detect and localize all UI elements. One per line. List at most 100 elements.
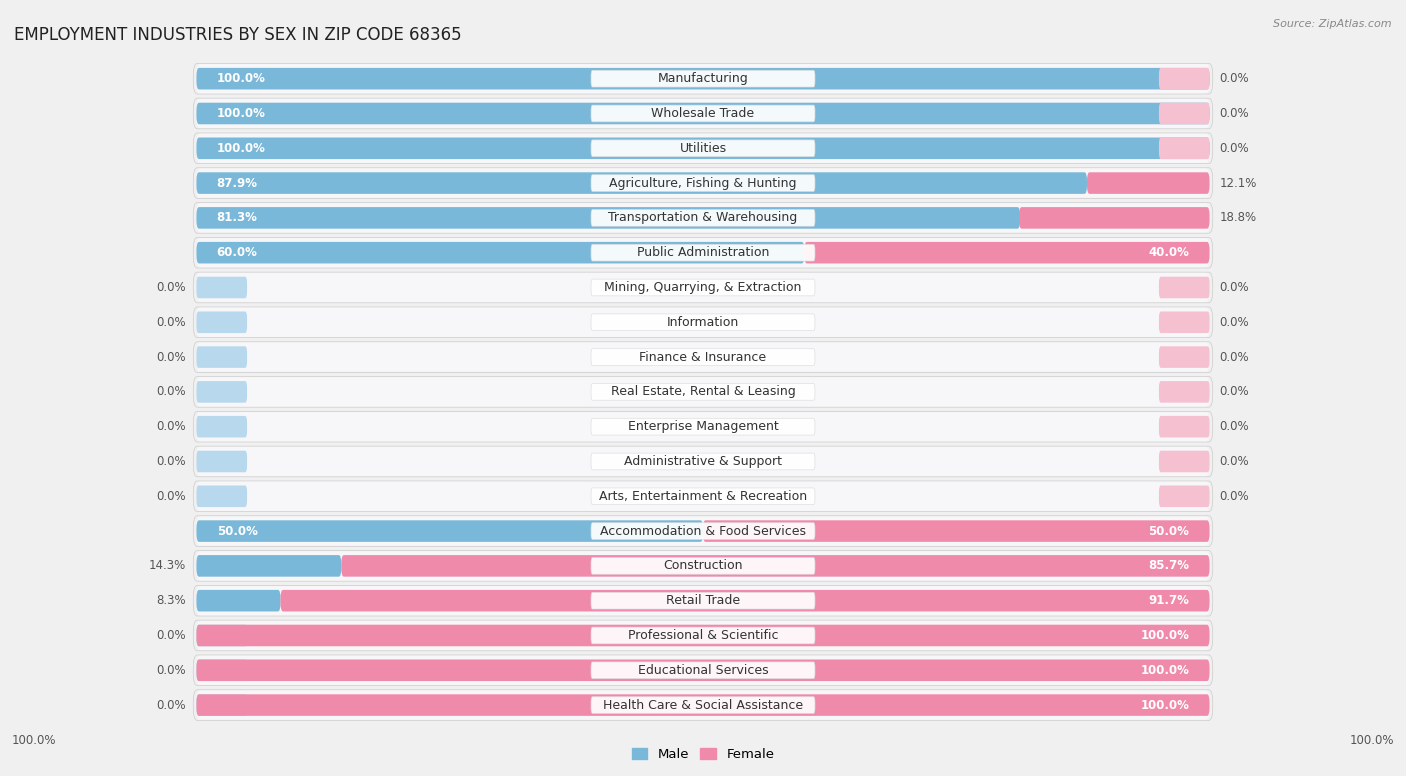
Text: 0.0%: 0.0% xyxy=(156,281,186,294)
Text: 14.3%: 14.3% xyxy=(149,559,186,573)
Text: 0.0%: 0.0% xyxy=(156,420,186,433)
FancyBboxPatch shape xyxy=(1159,486,1209,507)
Text: 0.0%: 0.0% xyxy=(156,386,186,398)
FancyBboxPatch shape xyxy=(197,555,342,577)
FancyBboxPatch shape xyxy=(197,660,247,681)
FancyBboxPatch shape xyxy=(197,520,703,542)
Text: Source: ZipAtlas.com: Source: ZipAtlas.com xyxy=(1274,19,1392,29)
FancyBboxPatch shape xyxy=(197,311,247,333)
Text: 18.8%: 18.8% xyxy=(1220,211,1257,224)
Text: 8.3%: 8.3% xyxy=(156,594,186,607)
FancyBboxPatch shape xyxy=(591,210,815,227)
FancyBboxPatch shape xyxy=(591,453,815,469)
FancyBboxPatch shape xyxy=(1159,68,1209,89)
Text: 100.0%: 100.0% xyxy=(217,72,266,85)
Text: 100.0%: 100.0% xyxy=(1140,663,1189,677)
Text: 40.0%: 40.0% xyxy=(1149,246,1189,259)
FancyBboxPatch shape xyxy=(197,621,1209,650)
Text: 12.1%: 12.1% xyxy=(1220,177,1257,189)
FancyBboxPatch shape xyxy=(197,412,1209,442)
Text: 0.0%: 0.0% xyxy=(156,455,186,468)
FancyBboxPatch shape xyxy=(197,68,1209,89)
Text: 0.0%: 0.0% xyxy=(1220,490,1250,503)
FancyBboxPatch shape xyxy=(1159,381,1209,403)
FancyBboxPatch shape xyxy=(197,590,281,611)
FancyBboxPatch shape xyxy=(197,99,1209,128)
FancyBboxPatch shape xyxy=(591,383,815,400)
FancyBboxPatch shape xyxy=(591,557,815,574)
FancyBboxPatch shape xyxy=(197,482,1209,511)
FancyBboxPatch shape xyxy=(1159,102,1209,124)
FancyBboxPatch shape xyxy=(591,71,815,87)
Text: 50.0%: 50.0% xyxy=(1149,525,1189,538)
Text: Finance & Insurance: Finance & Insurance xyxy=(640,351,766,364)
Text: 0.0%: 0.0% xyxy=(156,490,186,503)
Legend: Male, Female: Male, Female xyxy=(626,743,780,767)
FancyBboxPatch shape xyxy=(591,697,815,713)
Text: Health Care & Social Assistance: Health Care & Social Assistance xyxy=(603,698,803,712)
FancyBboxPatch shape xyxy=(197,695,247,716)
FancyBboxPatch shape xyxy=(591,662,815,679)
Text: 0.0%: 0.0% xyxy=(1220,386,1250,398)
FancyBboxPatch shape xyxy=(197,207,1021,229)
FancyBboxPatch shape xyxy=(197,695,1209,716)
FancyBboxPatch shape xyxy=(591,488,815,504)
FancyBboxPatch shape xyxy=(197,203,1209,233)
Text: Enterprise Management: Enterprise Management xyxy=(627,420,779,433)
FancyBboxPatch shape xyxy=(1159,416,1209,438)
FancyBboxPatch shape xyxy=(197,102,1209,124)
Text: 100.0%: 100.0% xyxy=(1140,698,1189,712)
Text: 100.0%: 100.0% xyxy=(217,107,266,120)
FancyBboxPatch shape xyxy=(591,140,815,157)
Text: Information: Information xyxy=(666,316,740,329)
FancyBboxPatch shape xyxy=(197,273,1209,302)
FancyBboxPatch shape xyxy=(197,416,247,438)
FancyBboxPatch shape xyxy=(1087,172,1209,194)
Text: 0.0%: 0.0% xyxy=(156,351,186,364)
FancyBboxPatch shape xyxy=(591,105,815,122)
FancyBboxPatch shape xyxy=(591,627,815,644)
FancyBboxPatch shape xyxy=(1159,451,1209,473)
Text: 100.0%: 100.0% xyxy=(217,142,266,154)
FancyBboxPatch shape xyxy=(591,523,815,539)
FancyBboxPatch shape xyxy=(197,137,1209,159)
FancyBboxPatch shape xyxy=(197,172,1087,194)
FancyBboxPatch shape xyxy=(591,592,815,609)
Text: 0.0%: 0.0% xyxy=(156,629,186,642)
Text: 0.0%: 0.0% xyxy=(1220,316,1250,329)
FancyBboxPatch shape xyxy=(197,517,1209,546)
FancyBboxPatch shape xyxy=(197,691,1209,719)
Text: 91.7%: 91.7% xyxy=(1149,594,1189,607)
FancyBboxPatch shape xyxy=(197,381,247,403)
Text: 0.0%: 0.0% xyxy=(1220,107,1250,120)
FancyBboxPatch shape xyxy=(197,242,804,264)
FancyBboxPatch shape xyxy=(197,238,1209,267)
Text: 0.0%: 0.0% xyxy=(1220,281,1250,294)
Text: Educational Services: Educational Services xyxy=(638,663,768,677)
Text: Manufacturing: Manufacturing xyxy=(658,72,748,85)
Text: Professional & Scientific: Professional & Scientific xyxy=(627,629,779,642)
FancyBboxPatch shape xyxy=(1159,311,1209,333)
FancyBboxPatch shape xyxy=(197,660,1209,681)
Text: EMPLOYMENT INDUSTRIES BY SEX IN ZIP CODE 68365: EMPLOYMENT INDUSTRIES BY SEX IN ZIP CODE… xyxy=(14,26,461,44)
FancyBboxPatch shape xyxy=(197,64,1209,93)
Text: 81.3%: 81.3% xyxy=(217,211,257,224)
FancyBboxPatch shape xyxy=(197,168,1209,198)
Text: 87.9%: 87.9% xyxy=(217,177,257,189)
Text: 0.0%: 0.0% xyxy=(1220,72,1250,85)
Text: Arts, Entertainment & Recreation: Arts, Entertainment & Recreation xyxy=(599,490,807,503)
FancyBboxPatch shape xyxy=(1019,207,1209,229)
FancyBboxPatch shape xyxy=(197,447,1209,476)
FancyBboxPatch shape xyxy=(1159,277,1209,298)
FancyBboxPatch shape xyxy=(197,656,1209,685)
Text: Accommodation & Food Services: Accommodation & Food Services xyxy=(600,525,806,538)
Text: Utilities: Utilities xyxy=(679,142,727,154)
FancyBboxPatch shape xyxy=(591,244,815,261)
Text: Wholesale Trade: Wholesale Trade xyxy=(651,107,755,120)
FancyBboxPatch shape xyxy=(591,314,815,331)
Text: 0.0%: 0.0% xyxy=(1220,420,1250,433)
FancyBboxPatch shape xyxy=(342,555,1209,577)
Text: 60.0%: 60.0% xyxy=(217,246,257,259)
FancyBboxPatch shape xyxy=(591,418,815,435)
Text: Administrative & Support: Administrative & Support xyxy=(624,455,782,468)
